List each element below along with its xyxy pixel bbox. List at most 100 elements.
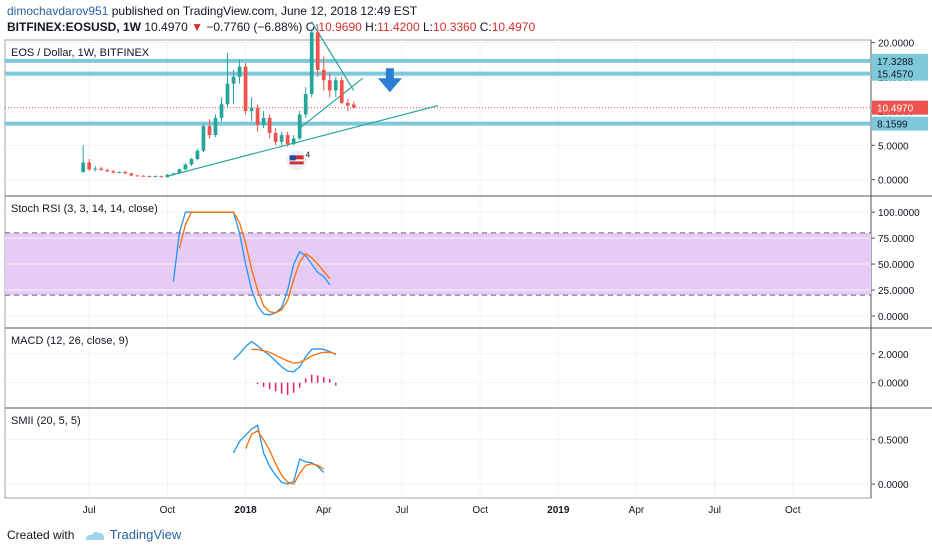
candle-body	[129, 173, 134, 176]
pane-title: Stoch RSI (3, 3, 14, 14, close)	[11, 203, 158, 215]
arrow-shaft	[385, 68, 394, 81]
down-triangle-icon: ▼	[191, 20, 203, 34]
candle-body	[171, 173, 176, 175]
candle-body	[219, 104, 224, 118]
y-tick-label: 100.0000	[878, 208, 920, 219]
y-tick-label: 2.0000	[878, 350, 909, 361]
open-value: 10.9690	[318, 20, 362, 34]
x-tick-label: Apr	[629, 505, 645, 516]
pane-title: EOS / Dollar, 1W, BITFINEX	[11, 47, 150, 59]
candle-body	[309, 32, 314, 94]
last-price-label: 10.4970	[877, 104, 914, 115]
flag-white	[289, 159, 304, 162]
level-label: 8.1599	[877, 120, 908, 131]
low-label: L:	[423, 20, 434, 34]
level-label: 17.3288	[877, 57, 914, 68]
candle-body	[105, 169, 110, 172]
candle-body	[81, 162, 86, 173]
high-value: 11.4200	[377, 20, 420, 34]
candle-body	[279, 135, 284, 142]
candle-body	[327, 80, 332, 91]
level-tag	[872, 116, 928, 131]
candle-body	[189, 159, 194, 165]
x-tick-label: Jul	[83, 505, 96, 516]
level-tag	[872, 53, 928, 68]
candle-body	[153, 176, 158, 178]
candle-body	[147, 176, 152, 178]
open-label: O:	[305, 20, 319, 34]
candle-body	[135, 175, 140, 177]
candle-body	[291, 138, 296, 144]
macd-line	[233, 340, 337, 373]
candle-body	[201, 126, 206, 151]
close-value: 10.4970	[491, 20, 536, 34]
candle-body	[159, 176, 164, 178]
candle-body	[249, 107, 254, 112]
candle-body	[183, 164, 188, 170]
y-tick-label: 0.0000	[878, 480, 909, 491]
candle-body	[87, 162, 92, 170]
chart-header: dimochavdarov951 published on TradingVie…	[7, 3, 535, 35]
symbol-label: BITFINEX:EOSUSD, 1W	[7, 20, 142, 34]
y-tick-label: 0.0000	[878, 379, 909, 390]
candle-body	[123, 172, 128, 174]
smii-signal-line	[245, 429, 325, 485]
candle-body	[141, 175, 146, 177]
x-tick-label: 2019	[547, 505, 570, 516]
footer: Created with TradingView	[7, 527, 181, 542]
candle-body	[165, 174, 170, 178]
y-tick-label: 0.0000	[878, 176, 909, 187]
y-tick-label: 0.5000	[878, 436, 909, 447]
candle-body	[177, 169, 182, 174]
candle-body	[267, 117, 272, 133]
tradingview-logo-icon	[85, 531, 104, 540]
last-price: 10.4970	[144, 20, 188, 34]
author-link[interactable]: dimochavdarov951	[7, 4, 109, 18]
x-tick-label: Apr	[316, 505, 332, 516]
candle-body	[297, 114, 302, 139]
candle-body	[285, 135, 290, 144]
y-tick-label: 5.0000	[878, 141, 909, 152]
x-tick-label: Oct	[160, 505, 176, 516]
tradingview-brand[interactable]: TradingView	[109, 527, 182, 542]
y-tick-label: 0.0000	[878, 312, 909, 323]
candle-body	[339, 80, 344, 103]
candle-body	[207, 126, 212, 136]
pane-title: MACD (12, 26, close, 9)	[11, 335, 128, 347]
candle-body	[195, 150, 200, 160]
level-label: 15.4570	[877, 70, 914, 81]
x-tick-label: Oct	[785, 505, 801, 516]
candle-body	[351, 104, 356, 108]
flag-canton	[289, 155, 296, 161]
candle-body	[93, 168, 98, 170]
trendline	[167, 105, 439, 177]
published-text: published on TradingView.com, June 12, 2…	[108, 4, 418, 18]
candle-body	[99, 168, 104, 170]
last-price-tag	[872, 100, 928, 115]
x-tick-label: Jul	[708, 505, 721, 516]
candle-body	[231, 76, 236, 84]
us-flag-icon	[286, 150, 307, 171]
trendline	[299, 77, 364, 129]
y-tick-label: 50.0000	[878, 260, 915, 271]
candle-body	[333, 80, 338, 91]
pane-title: SMII (20, 5, 5)	[11, 415, 81, 427]
candle-body	[243, 66, 248, 112]
low-value: 10.3360	[433, 20, 477, 34]
y-tick-label: 25.0000	[878, 286, 915, 297]
x-tick-label: Oct	[472, 505, 488, 516]
candle-body	[315, 32, 320, 70]
candle-body	[111, 171, 116, 173]
candle-body	[261, 117, 266, 125]
y-tick-label: 75.0000	[878, 234, 915, 245]
down-arrow-icon	[377, 68, 402, 93]
stoch-d-line	[178, 211, 331, 314]
candle-body	[225, 83, 230, 105]
candle-body	[117, 172, 122, 174]
candle-body	[345, 102, 350, 106]
level-tag	[872, 66, 928, 81]
candle-body	[237, 66, 242, 77]
high-label: H:	[365, 20, 378, 34]
arrow-head	[377, 78, 402, 93]
